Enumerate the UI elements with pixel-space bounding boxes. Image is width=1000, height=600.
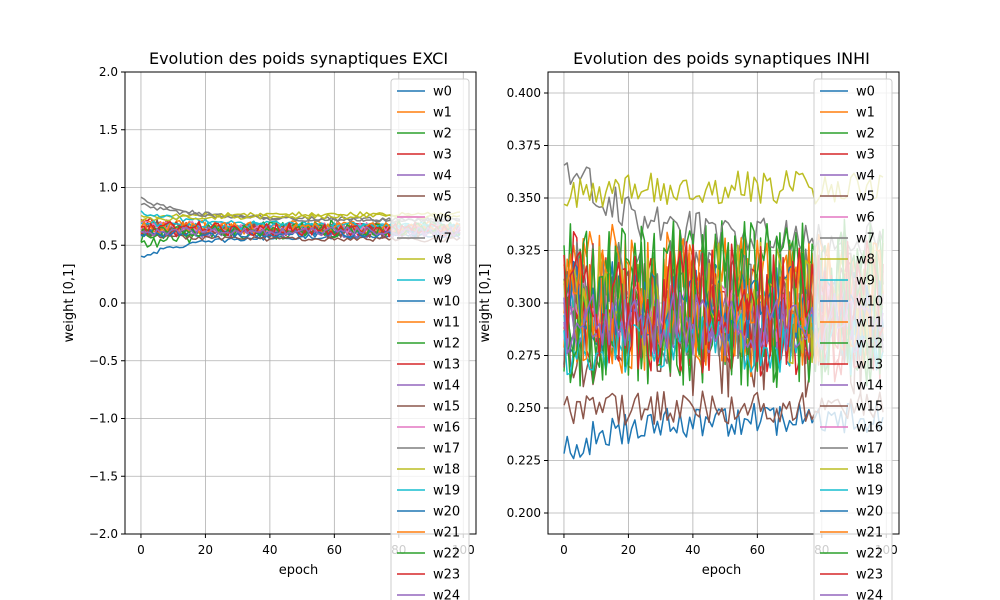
chart-exci: Evolution des poids synaptiques EXCI epo… <box>62 49 477 600</box>
x-tick-label: 0 <box>560 543 568 557</box>
y-tick-label: 0.200 <box>507 506 541 520</box>
y-tick-label: 2.0 <box>99 65 118 79</box>
y-tick-label: 0.300 <box>507 296 541 310</box>
legend-label: w9 <box>856 274 875 289</box>
legend-label: w11 <box>433 316 460 331</box>
chart-title: Evolution des poids synaptiques INHI <box>573 49 870 68</box>
y-tick-label: 0.275 <box>507 349 541 363</box>
legend-label: w13 <box>856 358 883 373</box>
x-tick-label: 20 <box>198 543 213 557</box>
y-tick-label: −2.0 <box>89 527 118 541</box>
legend-label: w1 <box>433 106 452 121</box>
x-axis-label: epoch <box>279 563 319 578</box>
x-tick-label: 0 <box>137 543 145 557</box>
legend-label: w24 <box>433 589 460 600</box>
legend-label: w15 <box>856 400 883 415</box>
legend-label: w10 <box>856 295 883 310</box>
legend-label: w3 <box>433 148 452 163</box>
legend-label: w6 <box>856 211 875 226</box>
legend-label: w14 <box>433 379 460 394</box>
legend-label: w22 <box>856 547 883 562</box>
legend-label: w8 <box>433 253 452 268</box>
legend-label: w20 <box>856 505 883 520</box>
legend-label: w0 <box>856 85 875 100</box>
legend-label: w3 <box>856 148 875 163</box>
legend-label: w4 <box>433 169 452 184</box>
x-tick-label: 20 <box>621 543 636 557</box>
legend-label: w13 <box>433 358 460 373</box>
y-tick-label: −1.0 <box>89 412 118 426</box>
legend-label: w19 <box>433 484 460 499</box>
y-tick-label: 1.0 <box>99 181 118 195</box>
legend-label: w20 <box>433 505 460 520</box>
legend-label: w24 <box>856 589 883 600</box>
y-tick-label: 0.0 <box>99 296 118 310</box>
legend-label: w5 <box>856 190 875 205</box>
legend-label: w19 <box>856 484 883 499</box>
legend-label: w9 <box>433 274 452 289</box>
legend-label: w22 <box>433 547 460 562</box>
legend-label: w2 <box>433 127 452 142</box>
legend-label: w12 <box>856 337 883 352</box>
y-tick-label: 0.325 <box>507 244 541 258</box>
x-axis-label: epoch <box>702 563 742 578</box>
y-tick-label: 0.225 <box>507 454 541 468</box>
x-tick-label: 40 <box>685 543 700 557</box>
y-tick-label: 0.400 <box>507 86 541 100</box>
legend-label: w11 <box>856 316 883 331</box>
legend-label: w7 <box>433 232 452 247</box>
chart-title: Evolution des poids synaptiques EXCI <box>149 49 448 68</box>
y-axis-label: weight [0,1] <box>478 264 493 343</box>
y-tick-label: 0.250 <box>507 401 541 415</box>
x-tick-label: 40 <box>262 543 277 557</box>
chart-inhi: Evolution des poids synaptiques INHI epo… <box>478 49 900 600</box>
legend-label: w4 <box>856 169 875 184</box>
y-tick-label: 0.375 <box>507 139 541 153</box>
x-tick-label: 60 <box>327 543 342 557</box>
legend-label: w8 <box>856 253 875 268</box>
legend-label: w16 <box>856 421 883 436</box>
legend-label: w0 <box>433 85 452 100</box>
legend-label: w23 <box>433 568 460 583</box>
legend-box <box>813 78 893 600</box>
y-axis-label: weight [0,1] <box>62 264 77 343</box>
ticks: 020406080100−2.0−1.5−1.0−0.50.00.51.01.5… <box>89 65 475 557</box>
legend-label: w7 <box>856 232 875 247</box>
legend-label: w12 <box>433 337 460 352</box>
legend-label: w18 <box>433 463 460 478</box>
y-tick-label: 1.5 <box>99 123 118 137</box>
legend-box <box>390 78 470 600</box>
legend-label: w21 <box>433 526 460 541</box>
legend-label: w23 <box>856 568 883 583</box>
legend-label: w5 <box>433 190 452 205</box>
legend-label: w18 <box>856 463 883 478</box>
x-tick-label: 60 <box>750 543 765 557</box>
legend-label: w21 <box>856 526 883 541</box>
legend-label: w10 <box>433 295 460 310</box>
legend: w0 w1 w2 w3 w4 w5 w6 w7 w8 w9 w10 w11 w12 w13 w14 w15 w1… <box>390 78 470 600</box>
legend-label: w15 <box>433 400 460 415</box>
legend-label: w17 <box>433 442 460 457</box>
y-tick-label: −0.5 <box>89 354 118 368</box>
legend: w0 w1 w2 w3 w4 w5 w6 w7 w8 w9 w10 w11 w12 w13 w14 w15 w1… <box>813 78 893 600</box>
legend-label: w14 <box>856 379 883 394</box>
legend-label: w16 <box>433 421 460 436</box>
legend-label: w1 <box>856 106 875 121</box>
y-tick-label: 0.5 <box>99 238 118 252</box>
legend-label: w2 <box>856 127 875 142</box>
y-tick-label: −1.5 <box>89 469 118 483</box>
legend-label: w6 <box>433 211 452 226</box>
y-tick-label: 0.350 <box>507 191 541 205</box>
legend-label: w17 <box>856 442 883 457</box>
